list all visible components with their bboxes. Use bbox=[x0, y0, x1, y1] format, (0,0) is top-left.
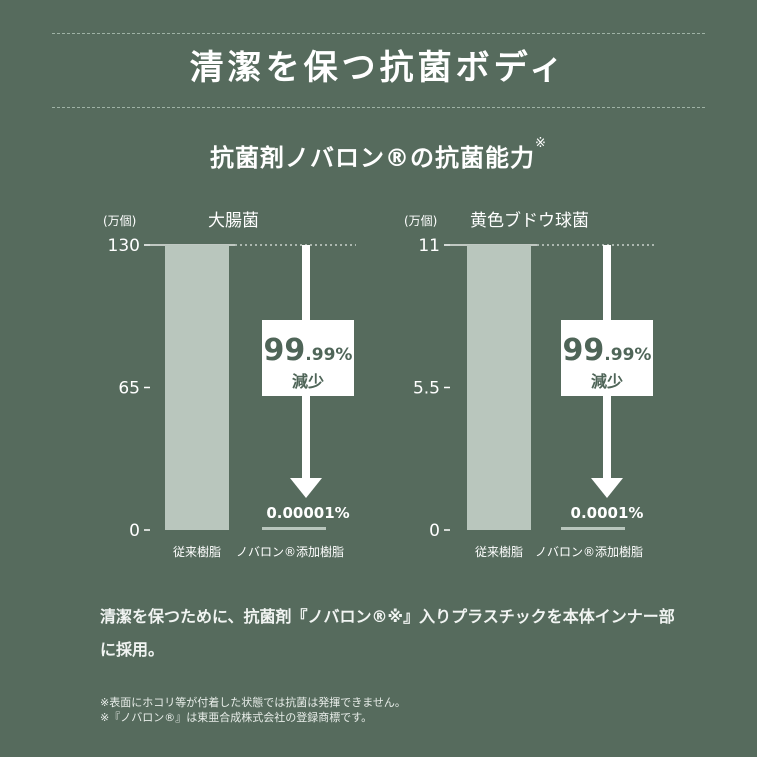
reduction-box bbox=[561, 320, 653, 396]
bar-conventional bbox=[467, 245, 531, 530]
reduction-box bbox=[262, 320, 354, 396]
footnote-1: ※表面にホコリ等が付着した状態では抗菌は発揮できません。 bbox=[100, 696, 406, 709]
reduction-percent: 99.99% bbox=[264, 333, 353, 368]
bar-novaron bbox=[561, 527, 625, 530]
x-category-label: 従来樹脂 bbox=[475, 544, 523, 559]
y-unit-label: (万個) bbox=[103, 214, 136, 228]
title-divider bbox=[52, 107, 705, 108]
y-tick-label: 0 bbox=[429, 521, 440, 541]
remaining-label: 0.00001% bbox=[266, 504, 349, 522]
subtitle-note-mark: ※ bbox=[535, 136, 547, 151]
page-title: 清潔を保つ抗菌ボディ bbox=[189, 48, 568, 88]
reduction-label: 減少 bbox=[591, 372, 623, 391]
bar-novaron bbox=[262, 527, 326, 530]
chart-2: (万個) 黄色ブドウ球菌 11 5.5 0 99.99% 減少 0.0001% 従来樹脂 ノバロン… bbox=[404, 210, 655, 559]
y-tick-label: 5.5 bbox=[413, 379, 440, 399]
y-tick-label: 11 bbox=[418, 236, 440, 256]
y-tick-label: 0 bbox=[129, 521, 140, 541]
reduction-arrow-head bbox=[591, 478, 623, 498]
top-divider bbox=[52, 33, 705, 34]
y-tick-label: 65 bbox=[118, 379, 140, 399]
y-tick-label: 130 bbox=[108, 236, 140, 256]
reduction-label: 減少 bbox=[292, 372, 324, 391]
reduction-percent: 99.99% bbox=[563, 333, 652, 368]
x-category-label: ノバロン®添加樹脂 bbox=[535, 544, 643, 559]
chart-1: (万個) 大腸菌 130 65 0 99.99% 減少 0.00001% 従来樹脂 ノバロン®添加… bbox=[103, 211, 356, 559]
description-text: 清潔を保つために、抗菌剤『ノバロン®※』入りプラスチックを本体インナー部に採用。 bbox=[100, 607, 675, 659]
chart-title: 大腸菌 bbox=[208, 211, 259, 231]
reduction-percent-small: .99% bbox=[604, 345, 651, 365]
x-category-label: 従来樹脂 bbox=[173, 544, 221, 559]
y-unit-label: (万個) bbox=[404, 214, 437, 228]
bar-conventional bbox=[165, 245, 229, 530]
chart-title: 黄色ブドウ球菌 bbox=[470, 210, 589, 231]
x-category-label: ノバロン®添加樹脂 bbox=[236, 544, 344, 559]
reduction-percent-big: 99 bbox=[264, 333, 306, 368]
footnote-2: ※『ノバロン®』は東亜合成株式会社の登録商標です。 bbox=[100, 711, 373, 724]
subtitle-text: 抗菌剤ノバロン®の抗菌能力 bbox=[210, 144, 536, 172]
section-subtitle: 抗菌剤ノバロン®の抗菌能力※ bbox=[0, 136, 757, 173]
remaining-label: 0.0001% bbox=[571, 504, 644, 522]
reduction-percent-big: 99 bbox=[563, 333, 605, 368]
reduction-arrow-head bbox=[290, 478, 322, 498]
reduction-percent-small: .99% bbox=[305, 345, 352, 365]
footnotes: ※表面にホコリ等が付着した状態では抗菌は発揮できません。 ※『ノバロン®』は東亜… bbox=[100, 695, 700, 725]
